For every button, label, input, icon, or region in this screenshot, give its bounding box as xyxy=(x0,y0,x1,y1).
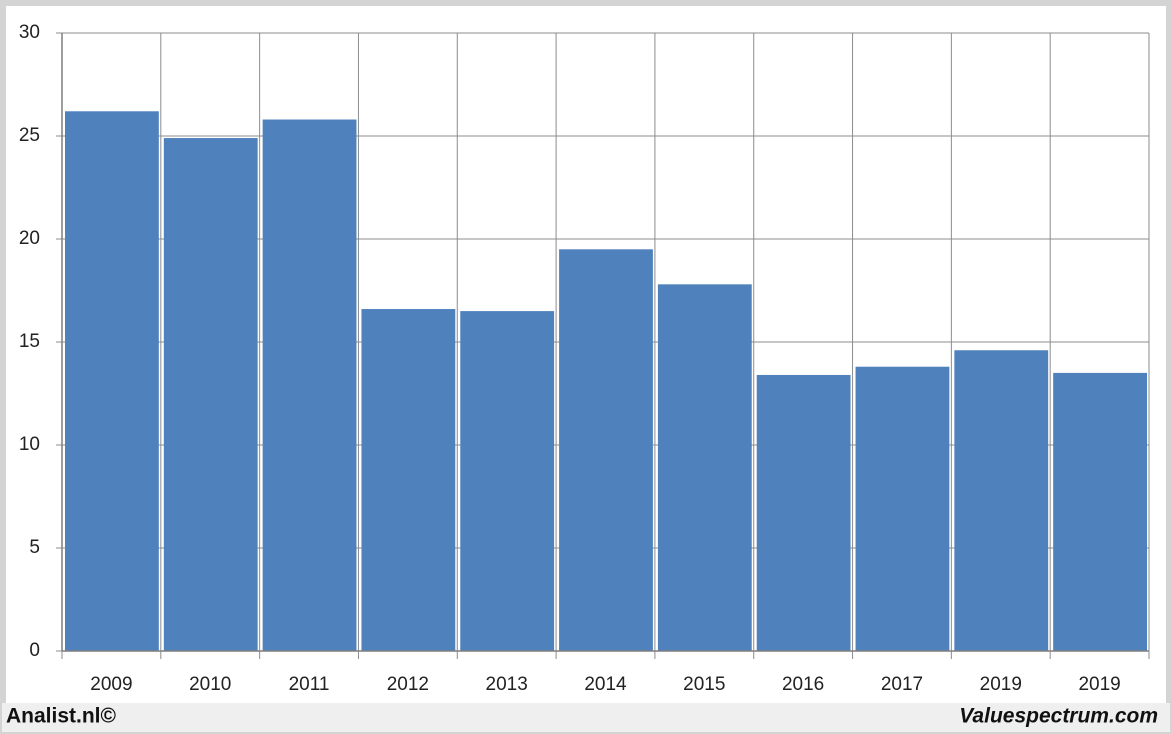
y-tick-label: 20 xyxy=(19,228,40,249)
x-tick-label: 2011 xyxy=(289,674,330,695)
x-tick-label: 2009 xyxy=(90,674,132,695)
bar xyxy=(65,111,159,651)
x-tick-label: 2012 xyxy=(387,674,429,695)
bar xyxy=(460,311,555,651)
bar xyxy=(756,374,851,651)
y-tick-label: 0 xyxy=(29,640,40,661)
footer-background xyxy=(2,703,1170,732)
bar xyxy=(954,350,1049,651)
bar xyxy=(657,284,752,651)
x-tick-label: 2017 xyxy=(881,674,923,695)
y-tick-label: 25 xyxy=(19,125,40,146)
footer-right: Valuespectrum.com xyxy=(959,705,1158,728)
bar xyxy=(361,309,456,651)
footer-left: Analist.nl© xyxy=(6,705,117,728)
y-tick-label: 30 xyxy=(19,22,40,43)
x-tick-label: 2010 xyxy=(189,674,231,695)
y-tick-label: 10 xyxy=(19,434,40,455)
y-tick-label: 5 xyxy=(29,537,40,558)
bar xyxy=(855,366,950,651)
x-tick-label: 2015 xyxy=(683,674,725,695)
x-tick-label: 2019 xyxy=(980,674,1022,695)
bar xyxy=(262,119,357,651)
x-tick-label: 2014 xyxy=(584,674,627,695)
bar xyxy=(559,249,653,652)
x-tick-label: 2013 xyxy=(486,674,528,695)
x-tick-label: 2016 xyxy=(782,674,824,695)
bar xyxy=(1053,372,1147,651)
x-tick-label: 2019 xyxy=(1078,674,1120,695)
bar xyxy=(163,138,258,651)
y-tick-label: 15 xyxy=(19,331,40,352)
